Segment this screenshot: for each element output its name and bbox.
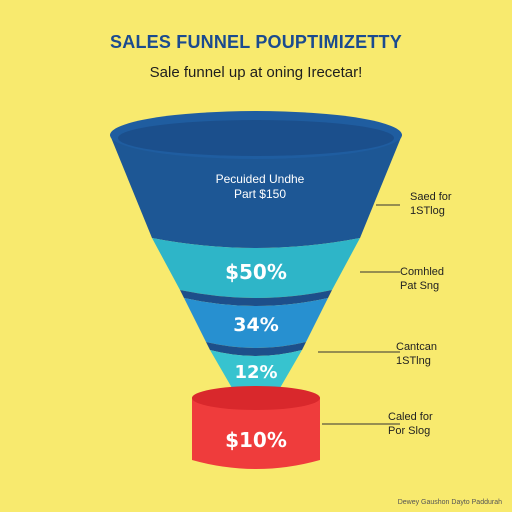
footer-credit: Dewey Gaushon Dayto Paddurah <box>397 499 502 506</box>
stage-2-value: 34% <box>233 314 279 336</box>
stage-1-value: $50% <box>225 260 287 284</box>
funnel-top-label: Pecuided Undhe Part $150 <box>215 172 305 201</box>
funnel-stage-4 <box>192 398 320 469</box>
stage-4-value: $10% <box>225 428 287 452</box>
side-note-top: Saed for 1STlog <box>410 191 452 217</box>
page-subtitle: Sale funnel up at oning Irecetar! <box>149 64 363 81</box>
stage-3-value: 12% <box>234 362 278 383</box>
side-note-stage-4: Caled for Por Slog <box>388 411 433 437</box>
side-note-stage-1: Comhled Pat Sng <box>400 266 445 292</box>
page-title: SALES FUNNEL POUPTIMIZETTY <box>110 32 402 52</box>
side-note-stage-2: Cantcan 1STlng <box>396 341 437 367</box>
funnel-stage-1 <box>152 238 360 298</box>
funnel-stage-3 <box>210 350 302 392</box>
funnel-stage-2 <box>184 298 328 348</box>
